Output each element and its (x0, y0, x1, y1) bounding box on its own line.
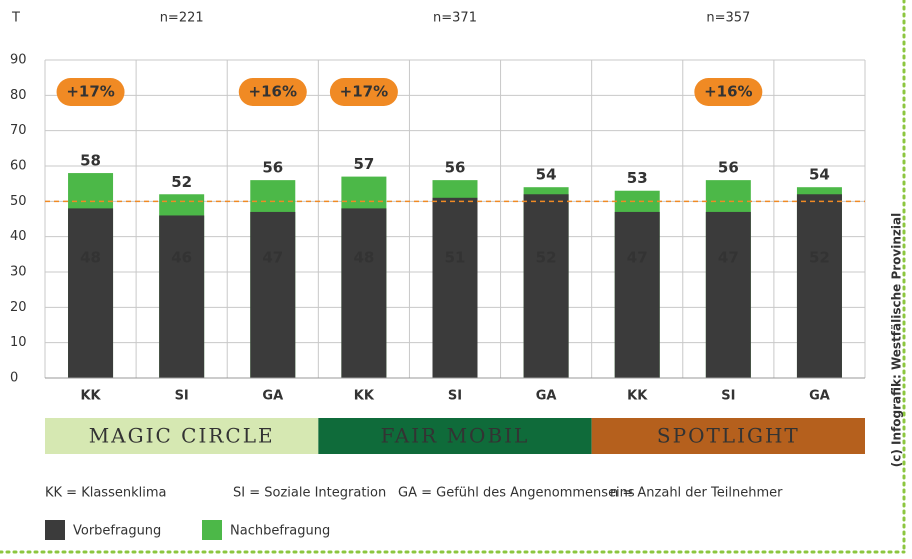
annotation: +17% (340, 83, 388, 101)
annotation-pill (238, 78, 307, 106)
value-label: 48 (353, 249, 374, 267)
value-label: 58 (80, 152, 101, 170)
bar (432, 197, 478, 378)
value-label: 52 (171, 173, 192, 191)
value-label: 51 (445, 249, 466, 267)
annotation: +16% (704, 83, 752, 101)
x-tick-label: KK (80, 389, 101, 404)
value-label: 56 (262, 159, 283, 177)
x-tick-label: GA (809, 389, 830, 404)
group-banner (591, 418, 865, 454)
value-label: 47 (262, 249, 283, 267)
value-label: 53 (627, 169, 648, 187)
x-tick-label: KK (354, 389, 375, 404)
key-text: GA = Gefühl des Angenommenseins (398, 486, 635, 501)
y-axis-label: T (11, 11, 20, 26)
x-tick-label: SI (448, 389, 462, 404)
value-label: 48 (80, 249, 101, 267)
x-tick-label: SI (175, 389, 189, 404)
bar (250, 211, 296, 378)
value-label: 56 (718, 159, 739, 177)
value-label: 47 (718, 249, 739, 267)
value-label: 52 (536, 249, 557, 267)
bar (614, 211, 660, 378)
annotation-pill (56, 78, 125, 106)
y-tick-label: 10 (10, 335, 27, 350)
legend-label: Nachbefragung (230, 524, 330, 539)
y-tick-label: 50 (10, 194, 27, 209)
group-banner (45, 418, 319, 454)
group-banner (318, 418, 592, 454)
value-label: 57 (353, 155, 374, 173)
y-tick-label: 70 (10, 123, 27, 138)
y-tick-label: 80 (10, 88, 27, 103)
x-tick-label: KK (627, 389, 648, 404)
legend-swatch (45, 520, 65, 540)
bar (796, 194, 842, 378)
value-label: 47 (627, 249, 648, 267)
group-n: n=221 (160, 11, 204, 26)
annotation: +17% (66, 83, 114, 101)
credit: (c) Infografik: Westfälische Provinzial (890, 213, 904, 467)
annotation: +16% (249, 83, 297, 101)
bar (705, 211, 751, 378)
n-note: n = Anzahl der Teilnehmer (610, 486, 783, 501)
y-tick-label: 30 (10, 265, 27, 280)
key-text: SI = Soziale Integration (233, 486, 386, 501)
value-label: 54 (809, 166, 830, 184)
legend-swatch (202, 520, 222, 540)
bar (341, 208, 387, 378)
y-tick-label: 20 (10, 300, 27, 315)
x-tick-label: GA (262, 389, 283, 404)
y-tick-label: 40 (10, 229, 27, 244)
y-tick-label: 90 (10, 53, 27, 68)
y-tick-label: 0 (10, 371, 18, 386)
group-name: MAGIC CIRCLE (89, 424, 275, 448)
group-n: n=357 (706, 11, 750, 26)
value-label: 46 (171, 249, 192, 267)
group-name: FAIR MOBIL (381, 424, 530, 448)
annotation-pill (694, 78, 763, 106)
x-tick-label: SI (721, 389, 735, 404)
value-label: 52 (809, 249, 830, 267)
x-tick-label: GA (536, 389, 557, 404)
value-label: 56 (445, 159, 466, 177)
bar (523, 194, 569, 378)
group-n: n=371 (433, 11, 477, 26)
bar (68, 208, 114, 378)
group-name: SPOTLIGHT (657, 424, 800, 448)
legend-label: Vorbefragung (73, 524, 161, 539)
bar (159, 215, 205, 378)
key-text: KK = Klassenklima (45, 486, 166, 501)
value-label: 54 (536, 166, 557, 184)
annotation-pill (329, 78, 398, 106)
y-tick-label: 60 (10, 159, 27, 174)
